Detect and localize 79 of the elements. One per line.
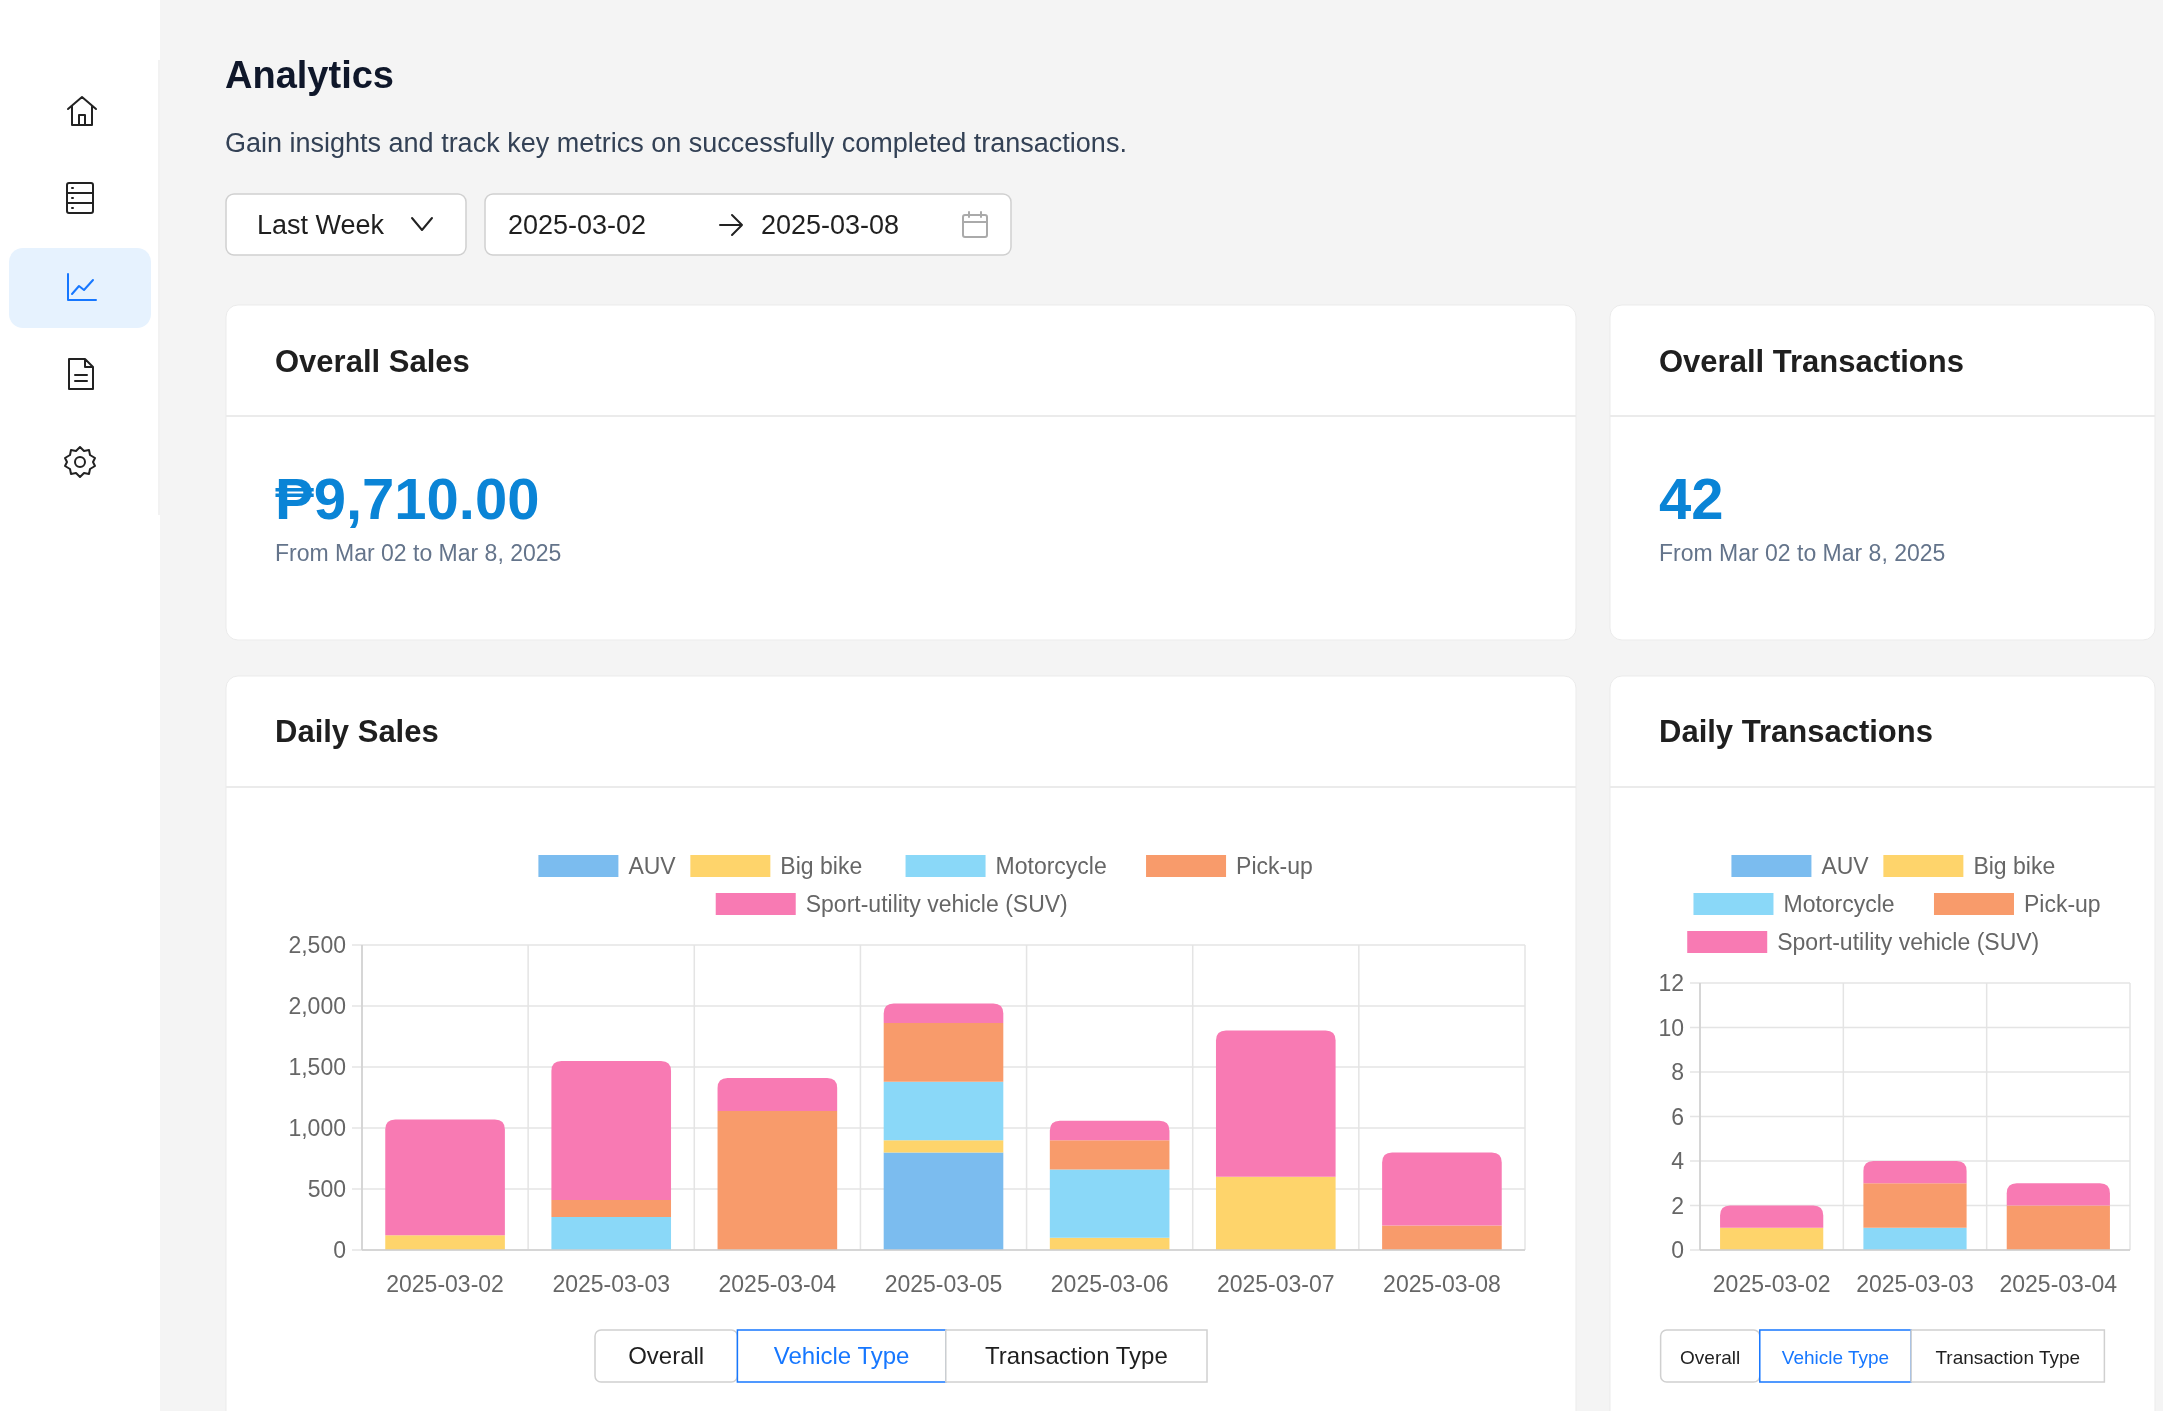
y-tick-label: 4 [1671,1148,1685,1175]
y-tick-label: 6 [1671,1103,1684,1130]
bar [2006,1183,2110,1206]
y-tick-label: 500 [307,1176,346,1203]
legend-label: AUV [628,853,677,879]
legend-label: Motorcycle [1783,891,1895,917]
y-tick-label: 10 [1658,1014,1684,1041]
bar [883,1140,1004,1153]
x-tick-label: 2025-03-07 [1216,1271,1335,1297]
x-tick-label: 2025-03-04 [718,1271,837,1297]
x-tick-label: 2025-03-02 [1712,1271,1831,1297]
legend-label: Sport-utility vehicle (SUV) [1777,929,2040,955]
bar [717,1077,838,1111]
legend-label: Pick-up [2023,891,2101,917]
bar [551,1217,672,1250]
bar [1720,1205,1824,1228]
y-tick-label: 1,000 [288,1115,346,1142]
x-tick-label: 2025-03-06 [1050,1271,1169,1297]
y-tick-label: 2,000 [288,993,346,1020]
y-tick-label: 2 [1671,1192,1684,1219]
x-tick-label: 2025-03-04 [1999,1271,2118,1297]
text: Vehicle Type [773,1342,910,1369]
x-tick-label: 2025-03-03 [552,1271,671,1297]
text: Gain insights and track key metrics on successfully completed transactions. [225,128,1127,158]
bar [717,1110,838,1250]
bar [1863,1227,1967,1250]
bar [883,1152,1004,1250]
bar [1382,1225,1502,1250]
bar [1049,1237,1170,1250]
bar [883,1081,1004,1141]
text: Overall Transactions [1659,344,1964,379]
bar [1215,1030,1336,1177]
y-tick-label: 1,500 [288,1054,346,1081]
legend-label: Big bike [1973,853,2056,879]
y-tick-label: 2,500 [288,932,346,959]
bar [2006,1205,2110,1250]
bar [1049,1120,1170,1141]
text: Overall [628,1342,705,1369]
y-tick-label: 0 [1671,1237,1684,1264]
x-tick-label: 2025-03-03 [1856,1271,1974,1297]
text: Overall Sales [275,344,470,379]
bar [1863,1183,1967,1228]
bar [385,1235,505,1250]
bar [1049,1140,1170,1170]
text: 42 [1659,466,1724,531]
bar [551,1199,672,1218]
y-tick-label: 0 [333,1237,346,1264]
bar [1215,1176,1336,1250]
legend-label: AUV [1821,853,1870,879]
text: Transaction Type [1935,1347,2081,1368]
text: ₱9,710.00 [275,466,540,531]
text: Transaction Type [985,1342,1168,1369]
text: From Mar 02 to Mar 8, 2025 [275,540,562,566]
x-tick-label: 2025-03-05 [884,1271,1003,1297]
bar [883,1003,1004,1024]
text: Vehicle Type [1781,1347,1890,1368]
bar [883,1023,1004,1082]
text: 2025-03-08 [761,210,900,240]
legend-label: Sport-utility vehicle (SUV) [805,891,1068,917]
legend-label: Motorcycle [995,853,1107,879]
text: Last Week [257,210,385,240]
text: Analytics [225,54,394,96]
legend-label: Big bike [780,853,863,879]
text: From Mar 02 to Mar 8, 2025 [1659,540,1946,566]
bar [1720,1227,1824,1250]
x-tick-label: 2025-03-08 [1383,1271,1501,1297]
text: Overall [1680,1347,1741,1368]
y-tick-label: 12 [1658,970,1684,997]
bar [1863,1161,1967,1184]
y-tick-label: 8 [1671,1059,1684,1086]
legend-label: Pick-up [1236,853,1313,879]
bar [1382,1152,1502,1226]
bar [385,1119,505,1236]
x-tick-label: 2025-03-02 [386,1271,504,1297]
bar [1049,1169,1170,1238]
chart-title: Daily Transactions [1659,714,1933,749]
bar [551,1060,672,1200]
text: 2025-03-02 [508,210,647,240]
chart-title: Daily Sales [275,714,439,749]
